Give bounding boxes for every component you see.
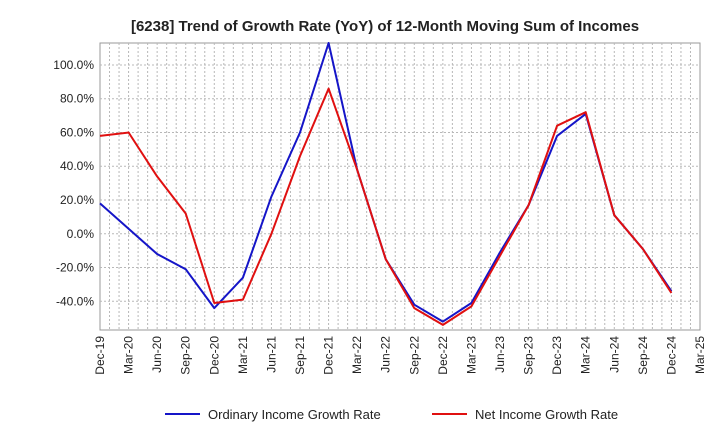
y-tick-label: 20.0% [60,193,94,207]
legend-label: Net Income Growth Rate [475,407,618,422]
x-tick-label: Jun-20 [150,336,164,373]
x-tick-label: Dec-19 [93,336,107,375]
series-layer [99,42,673,326]
legend: Ordinary Income Growth Rate Net Income Gr… [165,407,618,422]
grid [99,42,701,331]
x-tick-label: Mar-22 [350,336,364,374]
x-tick-label: Dec-20 [207,336,221,375]
y-tick-label: -40.0% [56,294,94,308]
x-tick-label: Mar-20 [122,336,136,374]
x-axis-ticks: Dec-19 Mar-20 Jun-20 Sep-20 Dec-20 Mar-21 Jun-… [93,336,707,375]
y-tick-label: 100.0% [53,58,94,72]
x-tick-label: Dec-23 [550,336,564,375]
x-tick-label: Dec-24 [664,336,678,375]
y-tick-label: -20.0% [56,261,94,275]
chart-title: [6238] Trend of Growth Rate (YoY) of 12-… [131,18,639,35]
y-tick-label: 40.0% [60,159,94,173]
y-tick-label: 80.0% [60,92,94,106]
x-tick-label: Sep-22 [407,336,421,375]
x-tick-label: Jun-24 [607,336,621,373]
series-line-net-income [99,87,673,326]
plot-area [99,42,701,331]
y-tick-label: 60.0% [60,125,94,139]
x-tick-label: Dec-21 [322,336,336,375]
x-tick-label: Mar-21 [236,336,250,374]
x-tick-label: Jun-21 [264,336,278,373]
x-tick-label: Sep-21 [293,336,307,375]
x-tick-label: Dec-22 [436,336,450,375]
x-tick-label: Mar-25 [693,336,707,374]
x-tick-label: Sep-24 [636,336,650,375]
x-tick-label: Mar-24 [579,336,593,374]
y-axis-ticks: -40.0% -20.0% 0.0% 20.0% 40.0% 60.0% 80.0% 100.… [53,58,94,308]
x-tick-label: Mar-23 [464,336,478,374]
x-tick-label: Jun-23 [493,336,507,373]
x-tick-label: Sep-23 [522,336,536,375]
x-tick-label: Sep-20 [179,336,193,375]
x-tick-label: Jun-22 [379,336,393,373]
y-tick-label: 0.0% [67,227,95,241]
legend-label: Ordinary Income Growth Rate [208,407,381,422]
